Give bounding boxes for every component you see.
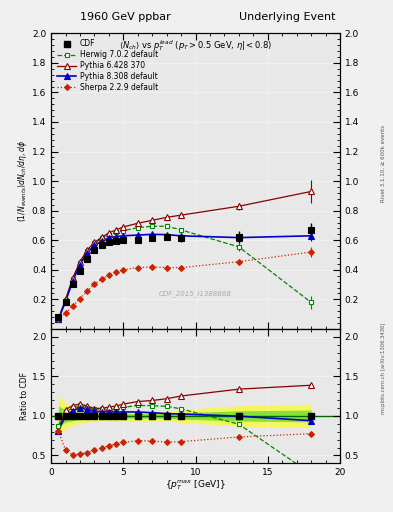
Text: Rivet 3.1.10, ≥ 600k events: Rivet 3.1.10, ≥ 600k events bbox=[381, 125, 386, 202]
Y-axis label: $(1/N_{events}) dN_{ch}/d\eta, d\phi$: $(1/N_{events}) dN_{ch}/d\eta, d\phi$ bbox=[16, 140, 29, 222]
Legend: CDF, Herwig 7.0.2 default, Pythia 6.428 370, Pythia 8.308 default, Sherpa 2.2.9 : CDF, Herwig 7.0.2 default, Pythia 6.428 … bbox=[55, 37, 161, 94]
Text: $\langle N_{ch}\rangle$ vs $p_T^{lead}$ ($p_T > 0.5$ GeV, $\eta| < 0.8$): $\langle N_{ch}\rangle$ vs $p_T^{lead}$ … bbox=[119, 38, 272, 53]
Text: mcplots.cern.ch [arXiv:1306.3436]: mcplots.cern.ch [arXiv:1306.3436] bbox=[381, 323, 386, 414]
Text: CDF_2015_I1388868: CDF_2015_I1388868 bbox=[159, 290, 232, 297]
X-axis label: $\{p_T^{max}$ [GeV]$\}$: $\{p_T^{max}$ [GeV]$\}$ bbox=[165, 479, 226, 492]
Y-axis label: Ratio to CDF: Ratio to CDF bbox=[20, 372, 29, 420]
Text: 1960 GeV ppbar: 1960 GeV ppbar bbox=[81, 11, 171, 22]
Text: Underlying Event: Underlying Event bbox=[239, 11, 335, 22]
